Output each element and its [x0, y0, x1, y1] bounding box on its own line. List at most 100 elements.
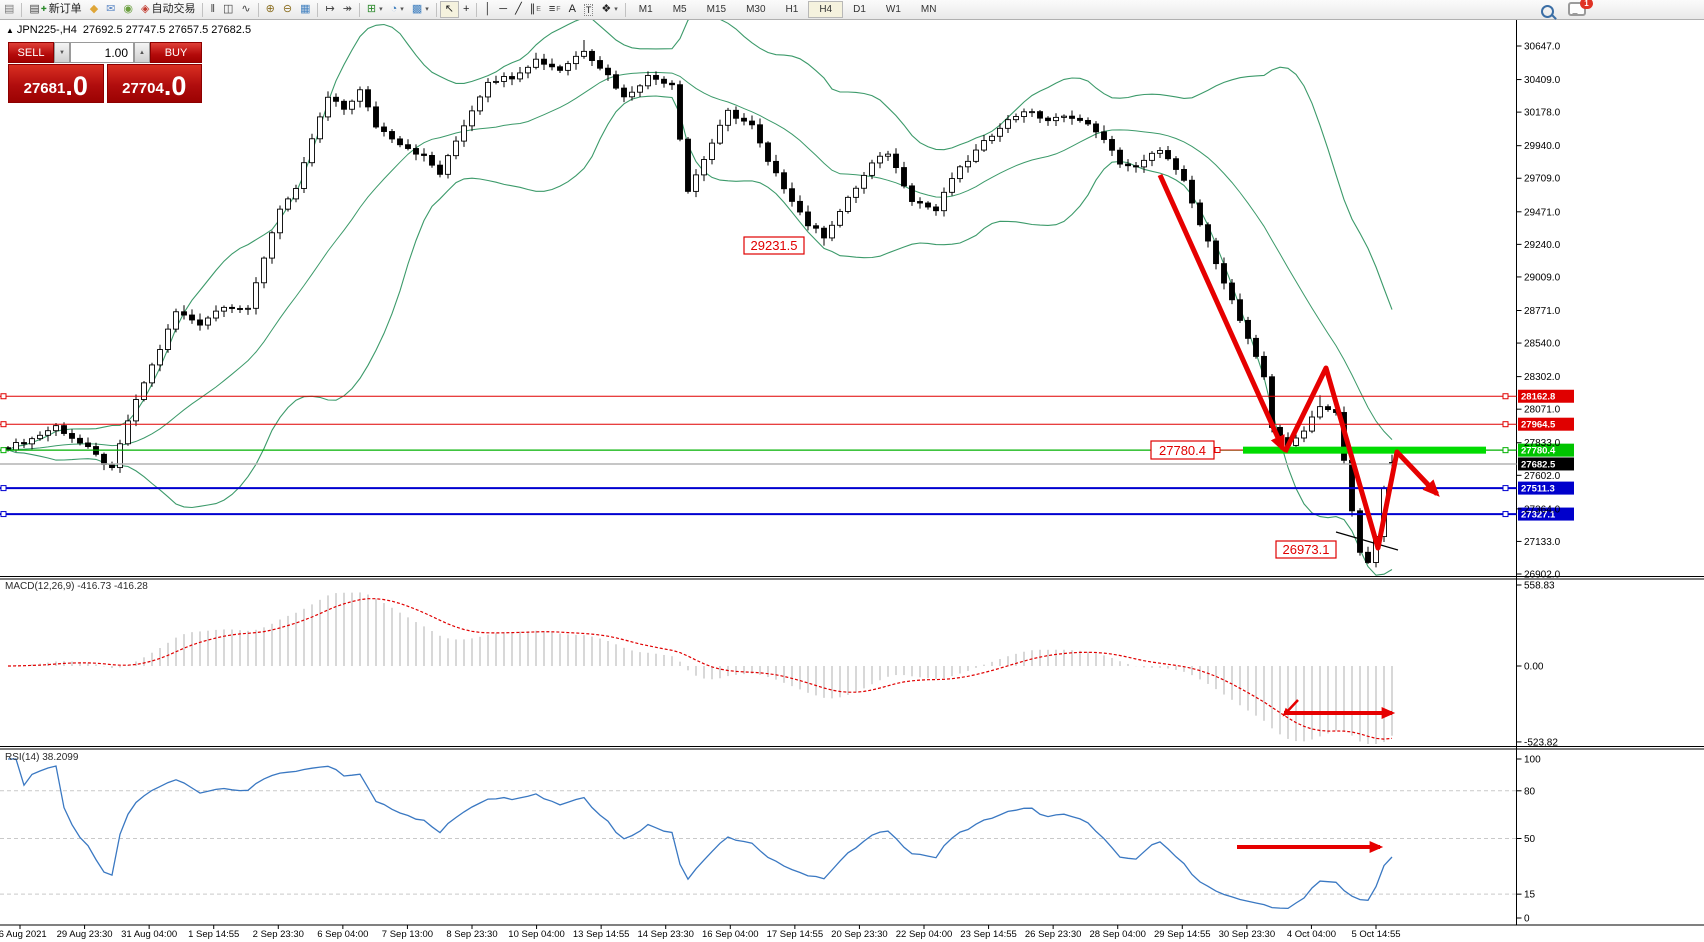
symbol-title: ▲ JPN225-,H4 27692.5 27747.5 27657.5 27682… [6, 24, 251, 36]
broadcast-icon[interactable]: ◉ [123, 3, 133, 15]
svg-text:29009.0: 29009.0 [1524, 272, 1561, 283]
zoom-out-icon[interactable]: ⊖ [282, 3, 293, 15]
cursor-tool[interactable]: ↖ [439, 1, 459, 18]
svg-text:29471.0: 29471.0 [1524, 207, 1561, 218]
bar-chart-icon[interactable]: ‖ [210, 3, 215, 15]
template-button[interactable]: ▩ ▾ [411, 3, 429, 15]
trendline-layer[interactable] [1335, 531, 1399, 551]
period-selector-button[interactable]: ◔ ▾ [390, 3, 404, 15]
zoom-in-icon[interactable]: ⊕ [265, 3, 275, 15]
zigzag-arrow[interactable] [1282, 365, 1440, 551]
text-label-tool[interactable]: T [583, 3, 594, 16]
buy-price-display[interactable]: 27704.0 [106, 64, 202, 103]
highlighter-icon[interactable]: ◆ [89, 3, 99, 15]
symbol-name: JPN225-,H4 [16, 24, 77, 36]
horizontal-lines-layer[interactable] [0, 393, 1517, 518]
top-toolbar: ▤ ▤ ✚ 新订单 ◆ ✉ ◉ ◈ 自动交易 ‖ ◫ ∿ ⊕ ⊖ ▦ ↦ ↠ ⊞ ▾ ◔ ▾ ▩ ▾ ↖ + │ ─ ╱ ∥ E ≡ F A T ❖… [0, 0, 1704, 20]
trendline-tool[interactable]: ╱ [515, 3, 522, 15]
svg-text:29709.0: 29709.0 [1524, 174, 1561, 185]
timeframe-h4[interactable]: H4 [808, 1, 844, 18]
line-anchor-handle[interactable] [0, 511, 7, 518]
candlestick-chart-icon[interactable]: ◫ [223, 3, 234, 15]
toolbar-separator [21, 2, 23, 17]
timeframe-m5[interactable]: M5 [672, 4, 687, 15]
mini-trendline[interactable] [1335, 531, 1399, 551]
toolbar-separator [257, 2, 259, 17]
svg-text:16 Sep 04:00: 16 Sep 04:00 [702, 929, 759, 940]
line-anchor-handle[interactable] [0, 421, 7, 428]
price-callout[interactable] [1150, 440, 1215, 460]
line-anchor-handle[interactable] [1502, 447, 1509, 454]
timeframe-mn[interactable]: MN [920, 4, 937, 15]
timeframe-d1[interactable]: D1 [853, 4, 866, 15]
timeframe-m15[interactable]: M15 [706, 4, 727, 15]
price-callout[interactable] [743, 236, 805, 255]
timeframe-m1[interactable]: M1 [638, 4, 653, 15]
timeframe-h1[interactable]: H1 [785, 4, 799, 15]
search-icon[interactable] [1541, 5, 1554, 18]
candles-layer [5, 39, 1395, 568]
sell-price-display[interactable]: 27681.0 [8, 64, 104, 103]
macd-indicator-label: MACD(12,26,9) -416.73 -416.28 [5, 581, 148, 592]
svg-text:27511.3: 27511.3 [1521, 484, 1555, 495]
text-tool[interactable]: A [568, 3, 576, 15]
chart-shift-icon[interactable]: ↠ [342, 3, 352, 15]
chat-icon-wrap[interactable]: 1 [1568, 0, 1593, 21]
annotation-arrows-layer[interactable] [1157, 173, 1440, 853]
auto-scroll-icon[interactable]: ↦ [325, 3, 335, 15]
line-anchor-handle[interactable] [1502, 421, 1509, 428]
svg-text:26 Sep 23:30: 26 Sep 23:30 [1025, 929, 1082, 940]
mail-icon[interactable]: ✉ [106, 3, 116, 15]
buy-button[interactable]: BUY [150, 42, 202, 63]
toolbar-separator [435, 2, 437, 17]
svg-text:26902.0: 26902.0 [1524, 570, 1561, 581]
sell-price-main: 27681 [23, 80, 66, 97]
svg-text:29 Aug 23:30: 29 Aug 23:30 [57, 929, 113, 940]
arrows-tool[interactable]: ❖ ▾ [601, 3, 618, 15]
timeframe-w1[interactable]: W1 [885, 4, 901, 15]
line-anchor-handle[interactable] [1502, 511, 1509, 518]
line-anchor-handle[interactable] [1502, 393, 1509, 400]
collapse-triangle-icon[interactable]: ▲ [6, 26, 14, 35]
timeframe-m30[interactable]: M30 [746, 4, 766, 15]
tile-windows-icon[interactable]: ▦ [300, 3, 311, 15]
macd-tick-arrow[interactable] [1282, 699, 1299, 717]
add-indicator-button[interactable]: ⊞ ▾ [366, 3, 383, 15]
svg-text:7 Sep 13:00: 7 Sep 13:00 [382, 929, 433, 940]
vertical-line-tool[interactable]: │ [484, 3, 492, 15]
svg-text:27833.0: 27833.0 [1524, 438, 1561, 449]
downtrend-arrow[interactable] [1157, 173, 1286, 453]
rsi-line [8, 758, 1393, 910]
volume-input[interactable]: 1.00 [70, 42, 134, 63]
line-anchor-handle[interactable] [0, 393, 7, 400]
macd-axis: 558.83 0.00 -523.82 [1516, 581, 1558, 748]
svg-text:29940.0: 29940.0 [1524, 141, 1561, 152]
svg-text:4 Oct 04:00: 4 Oct 04:00 [1287, 929, 1336, 940]
svg-text:22 Sep 04:00: 22 Sep 04:00 [896, 929, 953, 940]
line-chart-icon[interactable]: ∿ [241, 3, 251, 15]
price-callouts-layer[interactable]: 29231.5 27780.4 26973.1 [743, 236, 1337, 559]
horizontal-line-tool[interactable]: ─ [499, 3, 508, 15]
svg-text:5 Oct 14:55: 5 Oct 14:55 [1351, 929, 1400, 940]
sell-button[interactable]: SELL [8, 42, 54, 63]
toolbar-separator [358, 2, 360, 17]
svg-text:30647.0: 30647.0 [1524, 42, 1561, 53]
key-level-thick-segment[interactable] [1243, 446, 1486, 454]
panel-frames [0, 20, 1704, 926]
line-anchor-handle[interactable] [0, 447, 7, 454]
auto-trading-button[interactable]: ◈ 自动交易 [140, 3, 196, 15]
line-anchor-handle[interactable] [0, 485, 7, 492]
new-order-button[interactable]: ▤ ✚ 新订单 [29, 3, 82, 15]
fibonacci-tool[interactable]: ≡ F [548, 3, 561, 15]
volume-down-button[interactable]: ▼ [54, 42, 70, 63]
bollinger-bands-layer [7, 20, 1393, 576]
line-anchor-handle[interactable] [1502, 485, 1509, 492]
equidistant-channel-tool[interactable]: ∥ E [529, 3, 541, 15]
svg-text:28071.0: 28071.0 [1524, 405, 1561, 416]
chart-window-icon[interactable]: ▤ [4, 3, 15, 15]
volume-up-button[interactable]: ▲ [134, 42, 150, 63]
crosshair-tool[interactable]: + [462, 3, 470, 15]
price-callout[interactable] [1275, 540, 1337, 559]
svg-text:30409.0: 30409.0 [1524, 75, 1561, 86]
